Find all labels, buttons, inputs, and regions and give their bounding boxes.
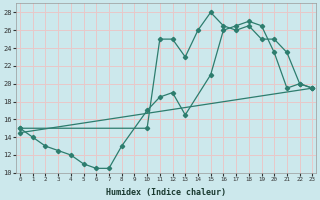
- X-axis label: Humidex (Indice chaleur): Humidex (Indice chaleur): [106, 188, 226, 197]
